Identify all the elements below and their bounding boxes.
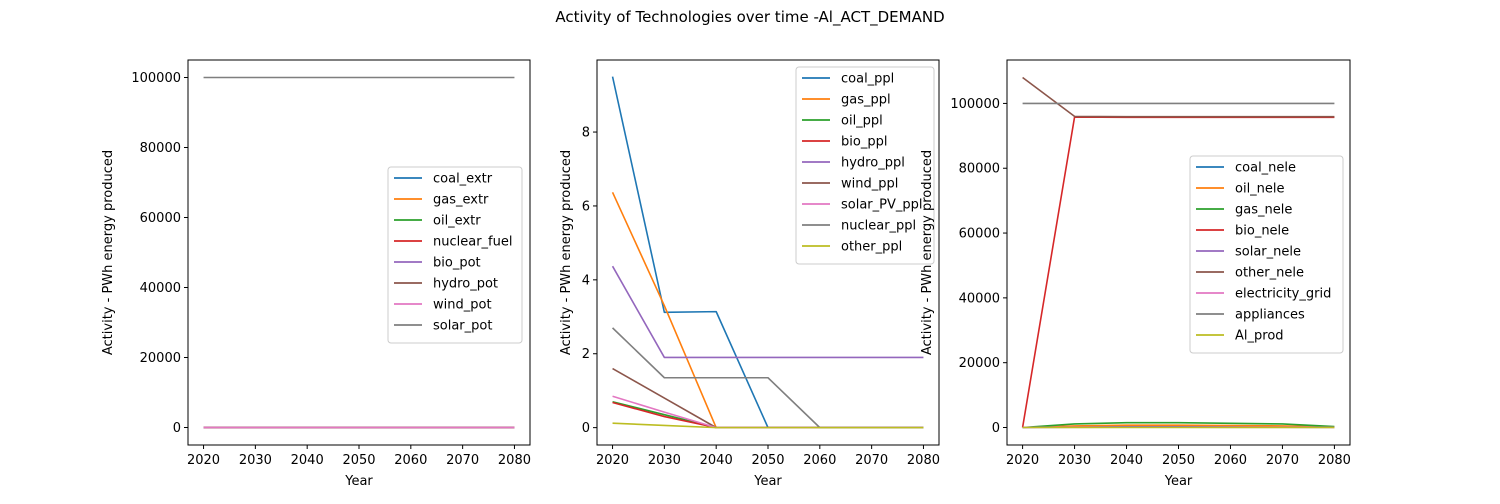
legend-label-hydro_ppl: hydro_ppl [841, 156, 905, 171]
subplot-right: 2020 2030 2040 2050 2060 2070 2080 0 20000 40000 6… [920, 60, 1351, 489]
x-tick-label: 2060 [803, 453, 836, 468]
series-line-other_nele [1023, 78, 1335, 117]
legend-label-solar_PV_ppl: solar_PV_ppl [841, 198, 923, 213]
legend-label-gas_nele: gas_nele [1235, 203, 1292, 218]
legend-label-solar_nele: solar_nele [1235, 245, 1301, 260]
legend-label-bio_nele: bio_nele [1235, 224, 1289, 239]
subplot-left: 2020 2030 2040 2050 2060 2070 2080 0 20000 40000 6… [101, 60, 531, 489]
x-tick-label: 2080 [1318, 453, 1351, 468]
y-tick-label: 0 [173, 421, 181, 436]
y-tick-label: 40000 [959, 291, 1000, 306]
x-tick-label: 2020 [596, 453, 629, 468]
y-tick-label: 0 [992, 421, 1000, 436]
y-tick-label: 2 [582, 347, 590, 362]
legend-label-oil_extr: oil_extr [433, 214, 481, 229]
legend-label-nuclear_ppl: nuclear_ppl [841, 219, 916, 234]
x-axis-label: Year [1164, 474, 1193, 489]
x-tick-label: 2070 [855, 453, 888, 468]
legend-label-nuclear_fuel: nuclear_fuel [433, 235, 512, 250]
legend-label-coal_ppl: coal_ppl [841, 72, 894, 87]
x-axis-label: Year [344, 474, 373, 489]
y-tick-label: 40000 [140, 281, 181, 296]
legend-label-other_ppl: other_ppl [841, 240, 902, 255]
series-line-solar_PV_ppl [613, 396, 924, 427]
y-tick-label: 6 [582, 199, 590, 214]
x-tick-label: 2020 [1006, 453, 1039, 468]
x-tick-label: 2060 [394, 453, 427, 468]
y-tick-label: 0 [582, 421, 590, 436]
y-tick-label: 20000 [959, 356, 1000, 371]
legend-label-bio_ppl: bio_ppl [841, 135, 887, 150]
legend-label-hydro_pot: hydro_pot [433, 277, 498, 292]
x-tick-label: 2080 [498, 453, 531, 468]
x-tick-label: 2060 [1214, 453, 1247, 468]
figure-title: Activity of Technologies over time -Al_A… [555, 8, 944, 27]
y-tick-label: 60000 [140, 211, 181, 226]
legend-label-oil_nele: oil_nele [1235, 182, 1285, 197]
x-tick-label: 2040 [700, 453, 733, 468]
y-axis-label: Activity - PWh energy produced [101, 150, 116, 355]
series-line-hydro_ppl [613, 266, 924, 357]
y-axis-label: Activity - PWh energy produced [920, 150, 935, 355]
y-axis-label: Activity - PWh energy produced [559, 150, 574, 355]
legend-label-solar_pot: solar_pot [433, 319, 492, 334]
subplot-middle: 2020 2030 2040 2050 2060 2070 2080 0 2 4 6 8 Year Act… [559, 60, 940, 489]
y-tick-label: 4 [582, 273, 590, 288]
legend-label-appliances: appliances [1235, 308, 1305, 323]
x-tick-label: 2020 [187, 453, 220, 468]
y-tick-label: 20000 [140, 351, 181, 366]
series-line-other_ppl [613, 423, 924, 427]
x-axis-label: Year [753, 474, 782, 489]
x-tick-label: 2050 [1162, 453, 1195, 468]
legend-label-other_nele: other_nele [1235, 266, 1304, 281]
legend-label-gas_extr: gas_extr [433, 193, 489, 208]
x-tick-label: 2070 [446, 453, 479, 468]
x-tick-label: 2040 [291, 453, 324, 468]
x-tick-label: 2040 [1110, 453, 1143, 468]
x-tick-label: 2050 [342, 453, 375, 468]
legend: coal_ppl gas_ppl oil_ppl bio_ppl hydro_pplwi… [796, 67, 934, 264]
legend-label-coal_extr: coal_extr [433, 172, 493, 187]
legend-label-Al_prod: Al_prod [1235, 329, 1284, 344]
legend-label-gas_ppl: gas_ppl [841, 93, 891, 108]
y-tick-label: 100000 [950, 97, 1000, 112]
y-tick-label: 60000 [959, 227, 1000, 242]
x-tick-label: 2030 [648, 453, 681, 468]
legend-label-electricity_grid: electricity_grid [1235, 287, 1331, 302]
legend-label-oil_ppl: oil_ppl [841, 114, 883, 129]
y-tick-label: 8 [582, 126, 590, 141]
legend-label-wind_ppl: wind_ppl [841, 177, 898, 192]
legend-label-wind_pot: wind_pot [433, 298, 492, 313]
x-tick-label: 2030 [239, 453, 272, 468]
x-tick-label: 2080 [907, 453, 940, 468]
series-line-bio_ppl [613, 403, 924, 428]
y-tick-label: 80000 [959, 162, 1000, 177]
y-tick-label: 100000 [131, 71, 181, 86]
legend: coal_nele oil_nele gas_nele bio_nele solar_n… [1190, 156, 1343, 353]
legend: coal_extr gas_extr oil_extr nuclear_fuelbio… [388, 167, 522, 343]
legend-label-coal_nele: coal_nele [1235, 161, 1296, 176]
legend-label-bio_pot: bio_pot [433, 256, 481, 271]
x-tick-label: 2050 [751, 453, 784, 468]
x-tick-label: 2070 [1266, 453, 1299, 468]
x-tick-label: 2030 [1058, 453, 1091, 468]
y-tick-label: 80000 [140, 141, 181, 156]
